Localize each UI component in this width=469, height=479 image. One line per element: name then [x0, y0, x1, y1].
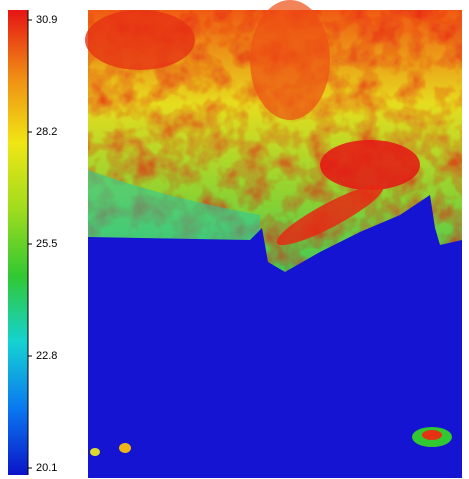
coastal-band — [88, 170, 260, 240]
colorbar-tick-label: 22.8 — [36, 350, 57, 362]
warm-area — [250, 0, 330, 120]
map — [85, 0, 462, 478]
colorbar-tick-label: 25.5 — [36, 238, 57, 250]
sea — [88, 195, 462, 478]
warm-area — [320, 140, 420, 190]
island — [119, 443, 131, 453]
warm-area — [276, 184, 384, 246]
colorbar-tick-label: 20.1 — [36, 462, 57, 474]
colorbar-tick-label: 28.2 — [36, 126, 57, 138]
colorbar — [8, 10, 28, 475]
warm-area — [85, 10, 195, 70]
colorbar-tick-label: 30.9 — [36, 14, 57, 26]
island — [90, 448, 100, 456]
island — [422, 430, 442, 440]
